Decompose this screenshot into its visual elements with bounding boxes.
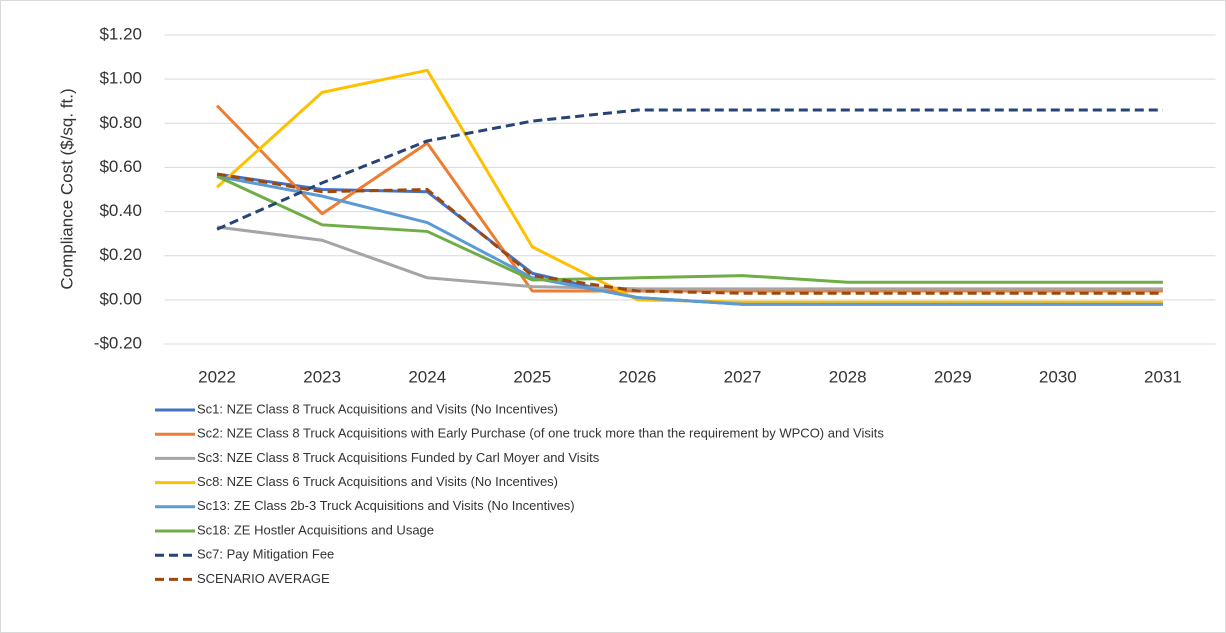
x-tick-label: 2026 [619,367,657,386]
legend-label: Sc18: ZE Hostler Acquisitions and Usage [197,522,434,537]
x-tick-label: 2027 [724,367,762,386]
y-tick-label: $1.20 [99,24,142,43]
x-tick-label: 2025 [513,367,551,386]
legend-label: Sc7: Pay Mitigation Fee [197,547,334,562]
y-axis-label: Compliance Cost ($/sq. ft.) [57,88,76,289]
x-tick-label: 2030 [1039,367,1077,386]
legend-label: Sc8: NZE Class 6 Truck Acquisitions and … [197,474,558,489]
x-tick-label: 2024 [408,367,446,386]
legend-label: Sc3: NZE Class 8 Truck Acquisitions Fund… [197,450,600,465]
series-line [216,225,1163,291]
series-line [216,172,1163,295]
series-line [216,108,1163,231]
x-tick-label: 2028 [829,367,867,386]
y-tick-label: $0.60 [99,157,142,176]
y-tick-label: $0.80 [99,113,142,132]
legend-label: Sc13: ZE Class 2b-3 Truck Acquisitions a… [197,498,575,513]
series-line [216,174,1163,306]
x-tick-label: 2029 [934,367,972,386]
y-tick-label: $0.00 [99,289,142,308]
y-tick-label: $0.40 [99,201,142,220]
series-line [216,174,1163,284]
y-tick-label: -$0.20 [94,333,142,352]
x-tick-label: 2022 [198,367,236,386]
legend-label: Sc1: NZE Class 8 Truck Acquisitions and … [197,401,558,416]
y-tick-label: $1.00 [99,69,142,88]
legend-label: SCENARIO AVERAGE [197,571,330,586]
x-tick-label: 2023 [303,367,341,386]
legend-label: Sc2: NZE Class 8 Truck Acquisitions with… [197,426,884,441]
y-tick-label: $0.20 [99,245,142,264]
x-tick-label: 2031 [1144,367,1182,386]
